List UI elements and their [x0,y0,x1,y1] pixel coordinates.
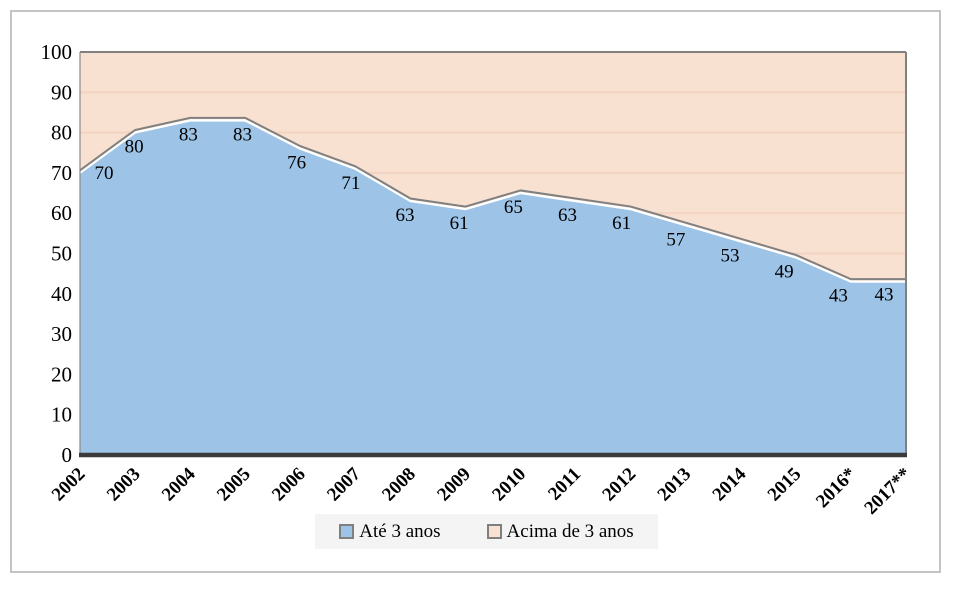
y-axis-tick-label: 30 [51,322,72,346]
legend-label-acima-de-3-anos: Acima de 3 anos [506,520,634,542]
chart-legend: Até 3 anos Acima de 3 anos [315,514,658,549]
data-point-label: 43 [875,285,894,306]
data-point-label: 65 [504,197,523,218]
data-point-label: 63 [396,205,415,226]
x-axis-tick-label: 2003 [103,464,145,506]
data-point-label: 53 [721,245,740,266]
y-axis-tick-label: 70 [51,161,72,185]
legend-item-ate-3-anos: Até 3 anos [339,520,441,543]
x-axis-tick-label: 2015 [764,464,806,506]
data-point-label: 80 [125,137,144,158]
data-point-label: 83 [179,125,198,146]
data-point-label: 61 [612,213,631,234]
legend-item-acima-de-3-anos: Acima de 3 anos [486,520,634,543]
data-point-label: 49 [775,262,794,283]
data-point-label: 83 [233,125,252,146]
data-point-label: 43 [829,286,848,307]
legend-label-ate-3-anos: Até 3 anos [359,520,441,542]
legend-swatch-acima-de-3-anos-icon [486,524,502,539]
x-axis-tick-label: 2006 [268,464,310,506]
x-axis-tick-label: 2013 [654,464,696,506]
x-axis-tick-label: 2008 [378,464,420,506]
y-axis-tick-label: 100 [41,40,73,64]
y-axis-tick-label: 0 [62,443,73,467]
x-axis-tick-label: 2012 [598,464,640,506]
y-axis-tick-label: 10 [51,403,72,427]
data-point-label: 63 [558,205,577,226]
x-axis-tick-label: 2014 [709,463,751,505]
y-axis-tick-label: 80 [51,121,72,145]
x-axis-tick-label: 2016* [812,464,860,512]
data-point-label: 61 [450,213,469,234]
y-axis-tick-label: 60 [51,201,72,225]
x-axis-tick-label: 2011 [544,464,585,505]
x-axis-tick-label: 2005 [213,464,255,506]
y-axis-tick-label: 50 [51,242,72,266]
x-axis-tick-label: 2010 [488,464,530,506]
x-axis-tick-label: 2004 [158,463,200,505]
x-axis-tick-label: 2017** [860,464,915,519]
data-point-label: 57 [666,229,685,250]
data-point-label: 70 [95,163,114,184]
y-axis-tick-label: 90 [51,80,72,104]
legend-swatch-ate-3-anos-icon [339,524,355,539]
data-point-label: 76 [287,153,306,174]
x-axis-tick-label: 2009 [433,464,475,506]
x-axis-tick-label: 2002 [48,464,90,506]
data-point-label: 71 [341,173,360,194]
y-axis-tick-label: 20 [51,362,72,386]
y-axis-tick-label: 40 [51,282,72,306]
x-axis-tick-label: 2007 [323,463,365,505]
